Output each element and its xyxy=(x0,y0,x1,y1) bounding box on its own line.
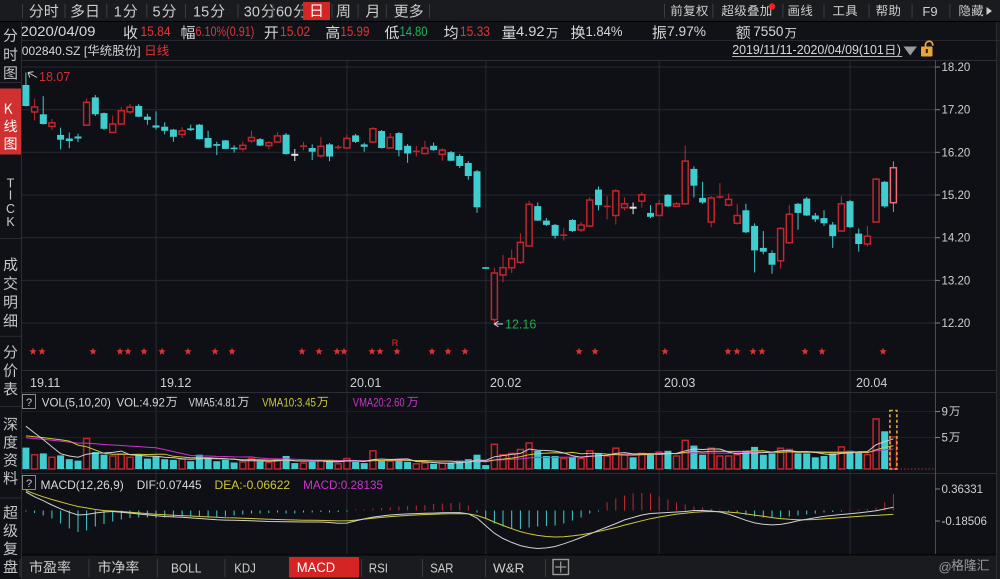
svg-text:]: ] xyxy=(137,44,140,58)
svg-text:): ) xyxy=(897,43,901,57)
svg-text:12.20: 12.20 xyxy=(942,318,971,330)
svg-text:15.84: 15.84 xyxy=(141,24,171,39)
svg-text:BOLL: BOLL xyxy=(171,561,201,576)
svg-text:W&R: W&R xyxy=(493,561,524,576)
svg-text:MACD: MACD xyxy=(297,560,336,575)
svg-text:C: C xyxy=(6,202,15,216)
svg-text:2020/04/09: 2020/04/09 xyxy=(21,24,96,39)
svg-text:I: I xyxy=(9,189,12,203)
svg-text:1.84%: 1.84% xyxy=(586,24,623,39)
svg-text:T: T xyxy=(7,177,15,191)
svg-text:5: 5 xyxy=(153,5,161,21)
svg-text:20.03: 20.03 xyxy=(664,376,695,390)
svg-text:VMA10:3.45: VMA10:3.45 xyxy=(262,396,316,410)
svg-text:@: @ xyxy=(939,560,952,575)
svg-text:KDJ: KDJ xyxy=(234,561,256,576)
svg-text:15.02: 15.02 xyxy=(280,24,310,39)
svg-text:DIF:0.07445: DIF:0.07445 xyxy=(137,478,202,492)
svg-text:15.20: 15.20 xyxy=(942,190,971,202)
svg-text:-0.18506: -0.18506 xyxy=(942,516,987,528)
svg-text:F9: F9 xyxy=(922,4,937,19)
svg-text:19.12: 19.12 xyxy=(160,376,191,390)
svg-text:1: 1 xyxy=(114,5,122,21)
svg-text:MACD:0.28135: MACD:0.28135 xyxy=(303,478,383,492)
svg-text:17.20: 17.20 xyxy=(942,105,971,117)
svg-text:?: ? xyxy=(26,397,32,409)
svg-text:?: ? xyxy=(26,478,32,490)
svg-text:60: 60 xyxy=(276,5,292,21)
svg-text:K: K xyxy=(6,215,15,229)
svg-text:0.36331: 0.36331 xyxy=(942,484,984,496)
svg-text:SAR: SAR xyxy=(430,561,453,576)
svg-text:7550: 7550 xyxy=(753,24,783,39)
svg-text:5: 5 xyxy=(942,433,948,445)
svg-text:20.01: 20.01 xyxy=(350,376,381,390)
svg-text:20.04: 20.04 xyxy=(856,376,887,390)
svg-text:7.97%: 7.97% xyxy=(667,24,706,39)
svg-text:18.20: 18.20 xyxy=(942,62,971,74)
svg-text:4.92: 4.92 xyxy=(516,24,545,39)
svg-text:14.80: 14.80 xyxy=(400,24,428,39)
svg-text:20.02: 20.02 xyxy=(490,376,521,390)
svg-text:VOL:4.92: VOL:4.92 xyxy=(117,396,165,410)
svg-text:VMA20:2.60: VMA20:2.60 xyxy=(353,396,405,410)
svg-text:VMA5:4.81: VMA5:4.81 xyxy=(189,396,237,410)
svg-text:VOL(5,10,20): VOL(5,10,20) xyxy=(42,396,111,410)
svg-text:30: 30 xyxy=(244,5,260,21)
svg-text:2019/11/11-2020/04/09(101: 2019/11/11-2020/04/09(101 xyxy=(732,43,884,57)
svg-text:19.11: 19.11 xyxy=(30,376,60,390)
svg-text:18.07: 18.07 xyxy=(39,70,70,84)
svg-text:002840.SZ [: 002840.SZ [ xyxy=(22,44,88,58)
svg-text:R: R xyxy=(392,338,399,348)
svg-text:DEA:-0.06622: DEA:-0.06622 xyxy=(215,478,291,492)
svg-text:9: 9 xyxy=(942,407,948,419)
svg-text:RSI: RSI xyxy=(369,561,388,576)
svg-text:16.20: 16.20 xyxy=(942,147,971,159)
svg-text:15: 15 xyxy=(193,5,209,21)
svg-text:13.20: 13.20 xyxy=(942,275,971,287)
svg-text:12.16: 12.16 xyxy=(505,318,536,332)
svg-text:15.33: 15.33 xyxy=(460,24,490,39)
svg-text:14.20: 14.20 xyxy=(942,233,971,245)
svg-text:MACD(12,26,9): MACD(12,26,9) xyxy=(41,478,124,492)
svg-text:15.99: 15.99 xyxy=(340,24,369,39)
svg-text:6.10%(0.91): 6.10%(0.91) xyxy=(196,24,255,39)
